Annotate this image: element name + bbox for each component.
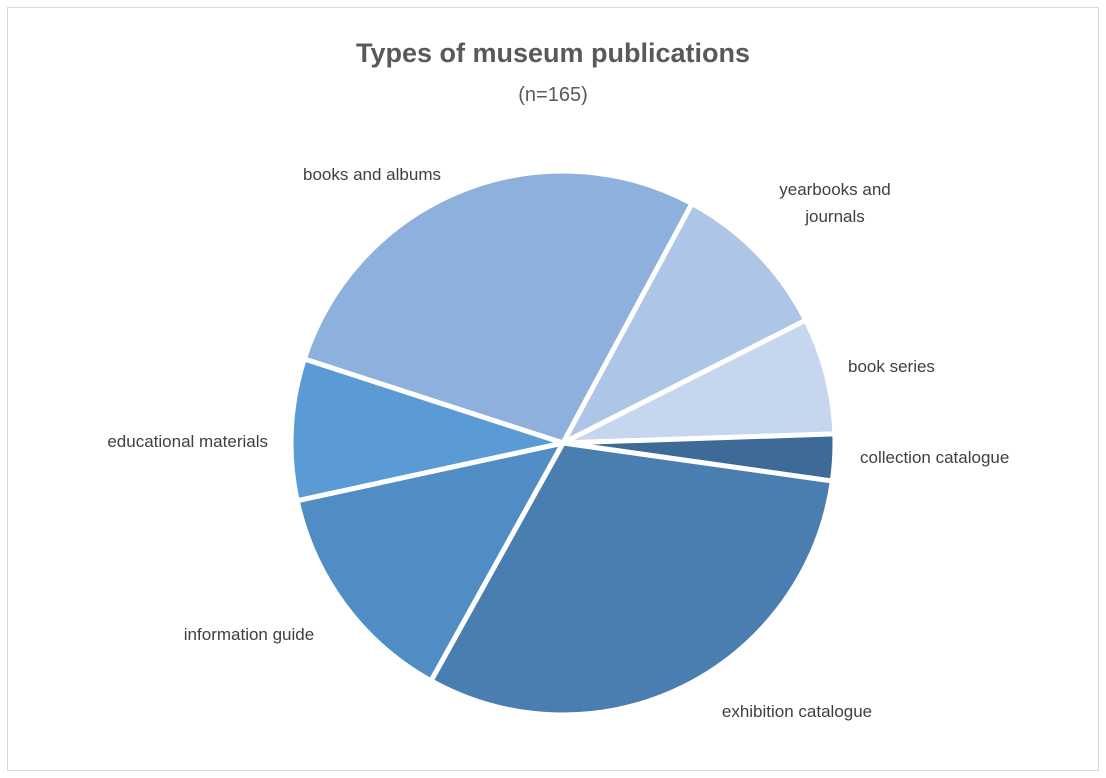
pie-slice-information-guide [294,440,566,684]
slice-label-book-series: book series [848,357,935,376]
slice-label-books-and-albums: books and albums [303,165,441,184]
slice-label-exhibition-catalogue: exhibition catalogue [722,702,872,721]
chart-subtitle: (n=165) [518,84,588,106]
slice-label-educational-materials: educational materials [107,432,268,451]
pie-slice-books-and-albums [301,168,695,446]
pie-slice-exhibition-catalogue [428,440,835,718]
pie-slice-educational-materials [288,356,566,504]
pie-slices [288,168,838,718]
slice-label-yearbooks-and-journals: yearbooks and journals [779,180,891,226]
pie-labels: books and albums yearbooks and journals boo… [107,165,1009,721]
pie-slice-yearbooks-and-journals [560,201,809,446]
slice-label-collection-catalogue: collection catalogue [860,448,1009,467]
slice-label-information-guide: information guide [184,625,314,644]
chart-title: Types of museum publications [355,38,751,68]
